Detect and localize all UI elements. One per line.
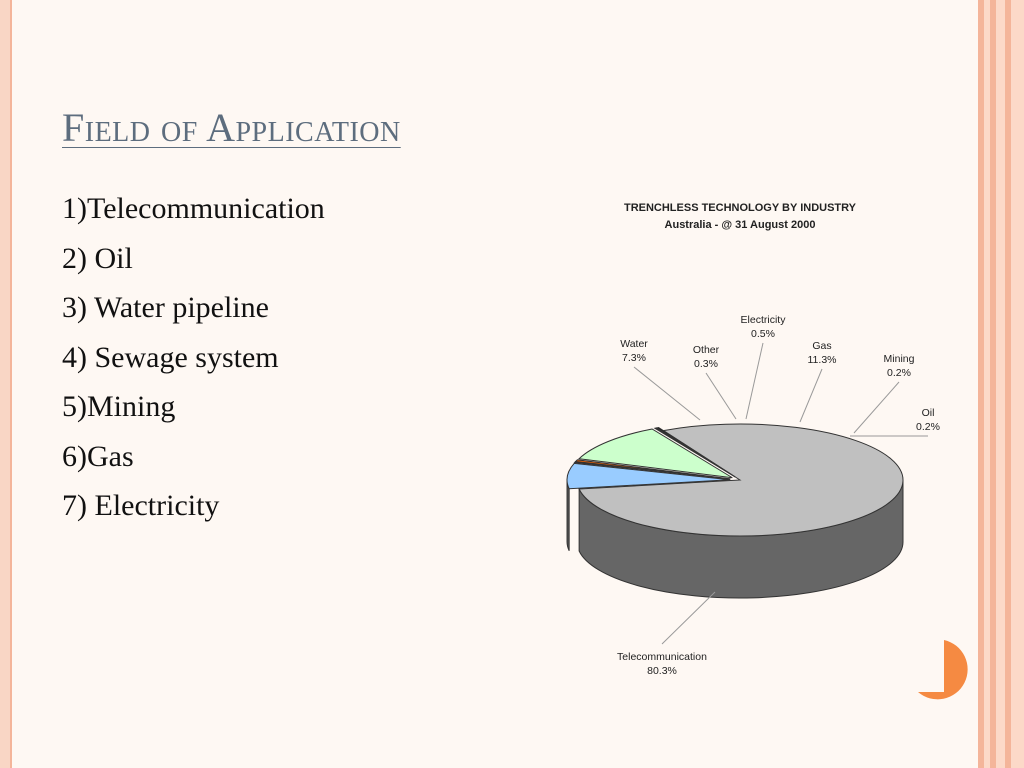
list-item: 5)Mining — [62, 390, 176, 423]
pie-slice-oil — [655, 426, 736, 478]
slice-value-oil: 0.2% — [916, 421, 940, 433]
leader-line-electricity — [745, 342, 764, 420]
pie-slice-telecommunication — [578, 423, 904, 537]
slice-value-other: 0.3% — [694, 358, 718, 370]
list-item: 1)Telecommunication — [62, 192, 325, 225]
slide-title: Field of Application — [62, 105, 401, 150]
chart-title: TRENCHLESS TECHNOLOGY BY INDUSTRY — [624, 202, 857, 214]
right-border-stripe-5 — [1005, 0, 1011, 768]
list-item: 7) Electricity — [62, 489, 220, 522]
pie-side-water — [566, 479, 570, 551]
slice-value-gas: 11.3% — [808, 354, 837, 366]
slice-value-telecommunication: 80.3% — [647, 665, 677, 677]
list-item: 2) Oil — [62, 241, 133, 275]
slice-value-mining: 0.2% — [887, 367, 911, 379]
industry-pie-chart: TRENCHLESS TECHNOLOGY BY INDUSTRY Austra… — [566, 202, 940, 677]
right-border-stripe-3 — [990, 0, 996, 768]
application-list: 1)Telecommunication 2) Oil 3) Water pipe… — [62, 184, 325, 531]
list-item: 3) Water pipeline — [62, 291, 269, 324]
orange-quarter-circle-icon — [918, 640, 968, 700]
slice-label-gas: Gas — [812, 340, 831, 352]
pie-slice-electricity — [574, 459, 731, 480]
list-item: 4) Sewage system — [62, 340, 279, 374]
left-border-stripe — [0, 0, 10, 768]
slice-label-oil: Oil — [922, 407, 935, 419]
pie-group: Telecommunication 80.3% Water 7.3% Other 0.3%… — [566, 314, 940, 677]
right-border-stripe-4 — [996, 0, 1005, 768]
right-border-stripe-6 — [1011, 0, 1024, 768]
left-border-line — [10, 0, 12, 768]
slice-label-telecommunication: Telecommunication — [617, 651, 707, 663]
pie-slice-gas — [577, 428, 733, 479]
leader-line-telecommunication — [661, 591, 716, 645]
slice-label-electricity: Electricity — [741, 314, 787, 326]
leader-line-other — [705, 372, 737, 420]
slice-label-mining: Mining — [884, 353, 915, 365]
leader-line-gas — [799, 368, 823, 423]
slice-value-water: 7.3% — [622, 352, 646, 364]
slice-label-water: Water — [620, 338, 648, 350]
pie-slice-water — [566, 462, 731, 490]
right-border-stripe-2 — [984, 0, 990, 768]
slice-label-other: Other — [693, 344, 720, 356]
leader-line-mining — [853, 381, 900, 434]
leader-line-water — [633, 366, 701, 421]
right-border-stripe-1 — [978, 0, 984, 768]
list-item: 6)Gas — [62, 439, 134, 473]
slice-value-electricity: 0.5% — [751, 328, 775, 340]
chart-subtitle: Australia - @ 31 August 2000 — [665, 219, 816, 231]
